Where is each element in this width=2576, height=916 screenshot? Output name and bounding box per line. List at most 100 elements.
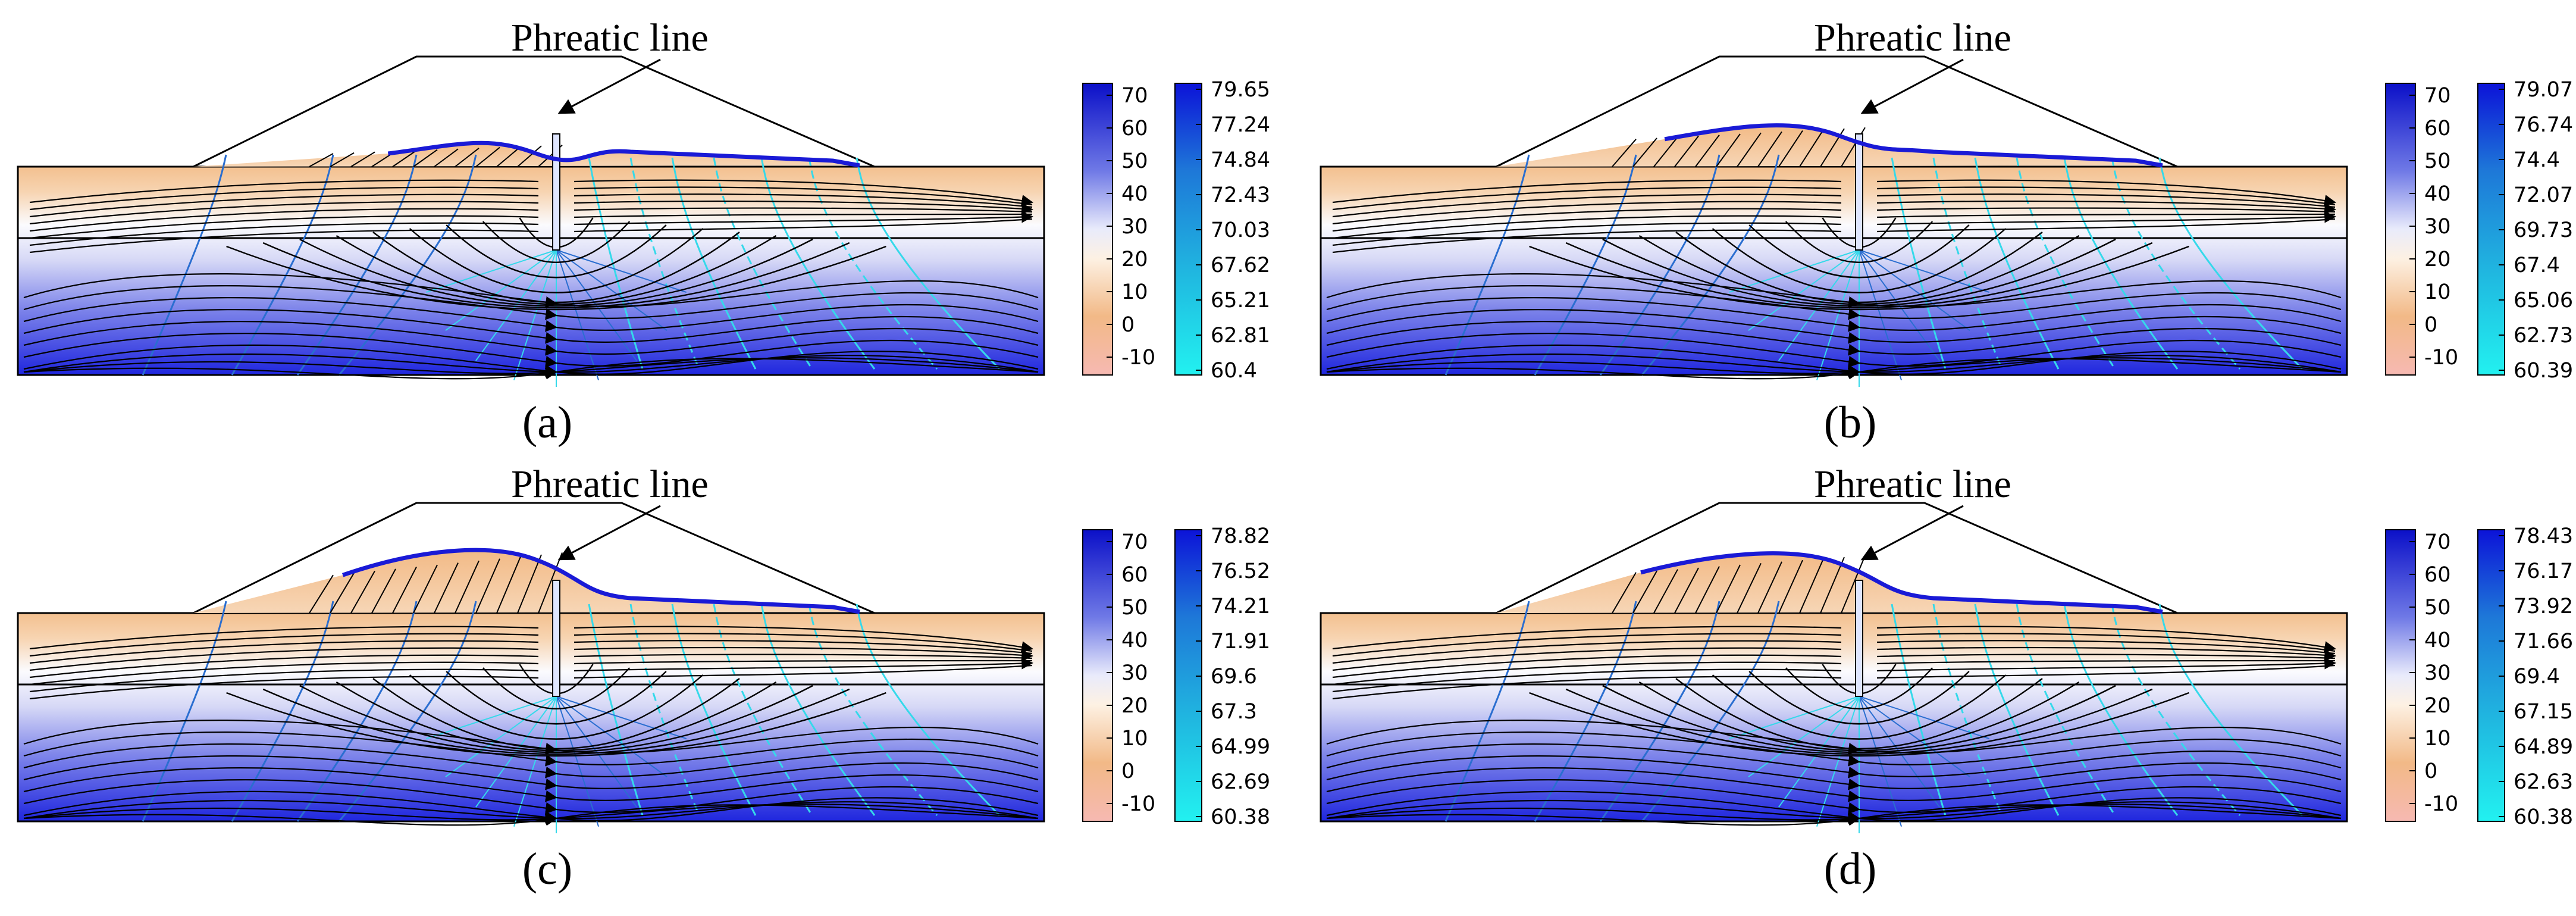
streamline (1612, 139, 1637, 167)
pressure-tick-label: 50 (2424, 149, 2451, 173)
streamlines (1326, 127, 2342, 380)
pressure-tick-label: 60 (1121, 117, 1148, 140)
cutoff-wall (1855, 580, 1863, 697)
streamline (1876, 211, 2336, 226)
radial-equipotential (1728, 249, 1860, 293)
colorbars: 70 60 50 40 30 20 10 0 -10 79.65 77.24 74.84 72.43 70… (1082, 78, 1270, 383)
head-tick-label: 69.6 (1211, 665, 1257, 689)
streamline (574, 193, 1033, 208)
streamline (371, 568, 396, 614)
streamline (29, 647, 539, 671)
streamline (1332, 229, 1842, 254)
streamline (1785, 221, 1933, 263)
head-tick-label: 69.4 (2514, 665, 2560, 689)
streamline (574, 664, 1033, 679)
streamline (1737, 562, 1762, 614)
radial-equipotential (556, 249, 600, 381)
streamline (1332, 208, 1842, 232)
head-tick-label: 62.63 (2514, 770, 2573, 794)
pressure-tick-label: 0 (2424, 313, 2437, 337)
streamline (446, 671, 667, 725)
streamline (1332, 654, 1842, 679)
radial-equipotential (1859, 249, 1990, 293)
phreatic-annotation: Phreatic line (1814, 16, 2011, 60)
radial-equipotential (556, 249, 687, 293)
panel-caption: (b) (1824, 398, 1877, 448)
radial-equipotential (1748, 696, 1860, 777)
streamline (1841, 555, 1866, 614)
pressure-tick-label: 40 (2424, 629, 2451, 652)
pressure-colorbar (2385, 83, 2416, 376)
equipotential-line (338, 601, 477, 822)
streamline (413, 149, 438, 167)
streamline (574, 186, 1033, 206)
radial-equipotential (1748, 249, 1860, 331)
equipotential-line (1641, 601, 1780, 822)
cutoff-wall (552, 580, 560, 697)
pressure-tick-label: 10 (2424, 280, 2451, 304)
streamline (475, 558, 500, 614)
head-tick-label: 69.73 (2514, 218, 2573, 242)
streamline (23, 767, 1039, 802)
dam-outline (193, 55, 875, 168)
streamline (517, 145, 542, 167)
head-tick-label: 76.74 (2514, 113, 2573, 137)
phreatic-line (387, 140, 860, 168)
pressure-tick-label: 60 (2424, 563, 2451, 587)
radial-equipotential (1859, 696, 1903, 827)
streamlines (23, 552, 1039, 826)
radial-equipotential (556, 696, 687, 740)
streamline (29, 668, 539, 693)
streamline (455, 148, 480, 167)
head-tick-label: 78.82 (1211, 524, 1270, 548)
equipotential-line (2063, 157, 2179, 370)
streamline (409, 228, 704, 293)
equipotential-line (1932, 157, 2003, 370)
streamline (574, 659, 1033, 665)
equipotential-line (1891, 604, 1947, 816)
colorbars: 70 60 50 40 30 20 10 0 -10 78.43 76.17 73.92 71.66 69… (2385, 524, 2573, 829)
streamline (1332, 193, 1842, 218)
cutoff-wall (552, 133, 560, 251)
head-tick-label: 71.91 (1211, 630, 1270, 654)
streamline (23, 273, 1039, 308)
head-tick-label: 60.4 (1211, 359, 1257, 383)
streamline (29, 208, 539, 232)
head-tick-label: 73.92 (2514, 595, 2573, 618)
head-tick-label: 71.66 (2514, 630, 2573, 654)
pressure-colorbar (2385, 529, 2416, 822)
streamline (23, 755, 1039, 790)
streamline (23, 321, 1039, 356)
annotation-arrow (557, 505, 661, 561)
streamline (1712, 674, 2007, 740)
streamline (1712, 228, 2007, 293)
head-tick-label: 67.4 (2514, 254, 2560, 277)
equipotential-line (629, 157, 700, 370)
equipotential-line (760, 604, 876, 816)
streamline (1326, 297, 2342, 332)
streamline (1632, 570, 1657, 614)
head-tick-label: 65.06 (2514, 289, 2573, 312)
streamline (1785, 667, 1933, 709)
streamline (1326, 743, 2342, 779)
head-tick-label: 72.43 (1211, 183, 1270, 207)
pressure-tick-label: -10 (1121, 792, 1155, 816)
streamline (1332, 668, 1842, 693)
pressure-tick-label: 60 (2424, 117, 2451, 140)
equipotential-lines (142, 154, 1001, 387)
streamline (1326, 804, 2342, 826)
streamline (1799, 558, 1824, 614)
head-tick-label: 74.84 (1211, 148, 1270, 172)
pressure-colorbar (1082, 83, 1113, 376)
streamline (1332, 633, 1842, 657)
streamline (1876, 633, 2336, 652)
streamline (1876, 646, 2336, 661)
radial-equipotential (1728, 696, 1860, 740)
radial-equipotential (556, 696, 600, 827)
head-tick-label: 65.21 (1211, 289, 1270, 312)
streamline (1799, 129, 1824, 167)
streamline (330, 573, 355, 614)
streamline (1326, 358, 2342, 380)
colorbars: 70 60 50 40 30 20 10 0 -10 79.07 76.74 74.4 72.07 69.… (2385, 78, 2573, 383)
streamline (29, 229, 539, 254)
